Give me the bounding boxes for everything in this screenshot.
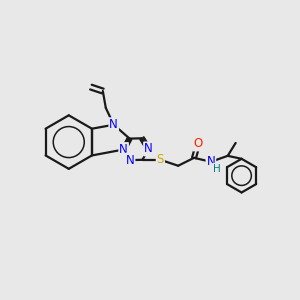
Text: N: N	[109, 118, 118, 131]
Text: H: H	[213, 164, 221, 174]
Text: S: S	[157, 153, 164, 166]
Text: N: N	[126, 154, 134, 166]
Text: N: N	[144, 142, 153, 155]
Text: O: O	[194, 137, 202, 150]
Text: N: N	[206, 155, 215, 168]
Text: N: N	[119, 143, 128, 156]
